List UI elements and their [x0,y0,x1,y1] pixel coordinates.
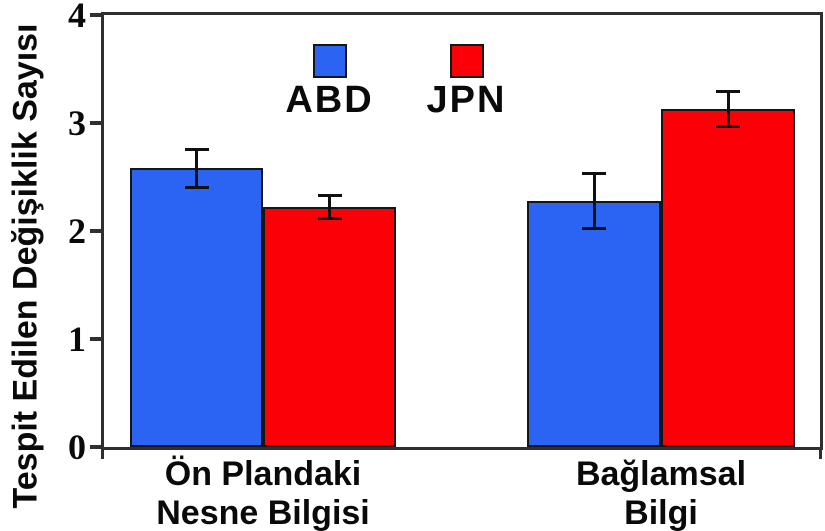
error-cap-top-abd-group1 [184,147,209,151]
y-tick-mark-0 [90,445,103,449]
error-cap-top-abd-group2 [582,171,606,175]
y-tick-label-0: 0 [68,427,86,467]
y-tick-mark-3 [90,121,103,125]
x-axis-left-end-tick [101,447,104,459]
x-category-label-1: Ön Plandaki Nesne Bilgisi [156,455,370,531]
y-tick-mark-2 [90,229,103,233]
legend-item-jpn: JPN [409,44,524,122]
y-tick-mark-1 [90,337,103,341]
x-category-label-2: Bağlamsal Bilgi [575,455,747,531]
legend-item-abd: ABD [272,44,387,122]
error-cap-top-jpn-group2 [716,89,740,93]
error-bar-abd-group2 [592,172,596,229]
bar-jpn-group1 [263,207,396,447]
error-bar-jpn-group2 [726,90,730,128]
error-cap-bottom-jpn-group2 [716,125,740,129]
plot-area [101,12,823,450]
y-tick-label-3: 3 [68,103,86,143]
x-axis-right-end-tick [819,447,822,459]
error-cap-bottom-abd-group2 [582,226,606,230]
legend-label-abd: ABD [285,79,374,121]
y-tick-label-4: 4 [68,0,86,35]
error-cap-bottom-jpn-group1 [317,217,342,221]
legend-swatch-abd [312,44,347,78]
error-cap-bottom-abd-group1 [184,185,209,189]
error-cap-top-jpn-group1 [317,194,342,198]
bar-abd-group1 [130,168,263,447]
bar-jpn-group2 [661,109,795,447]
y-tick-label-2: 2 [68,211,86,251]
y-tick-label-1: 1 [68,319,86,359]
y-tick-mark-4 [90,13,103,17]
legend: ABD JPN [272,44,524,122]
legend-swatch-jpn [449,44,484,78]
legend-label-jpn: JPN [426,79,507,121]
bar-abd-group2 [527,201,661,447]
error-bar-abd-group1 [195,148,198,188]
error-bar-jpn-group1 [328,195,331,220]
